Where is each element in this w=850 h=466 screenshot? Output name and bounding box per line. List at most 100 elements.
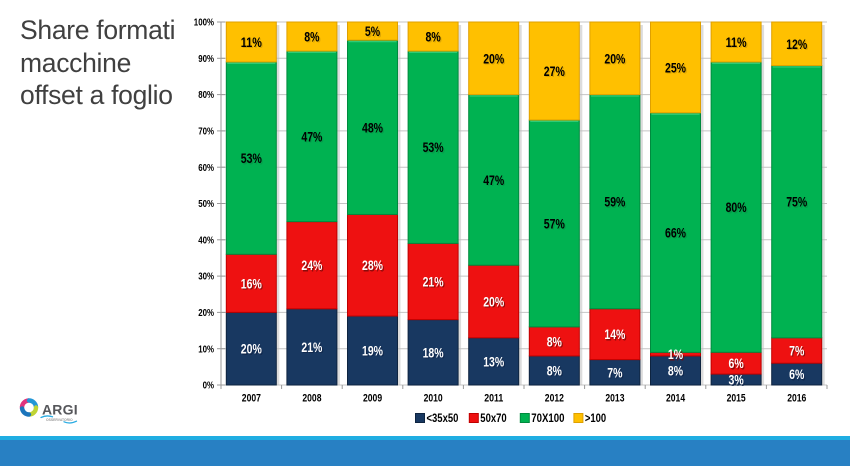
svg-text:6%: 6% <box>790 367 806 383</box>
svg-text:53%: 53% <box>242 151 263 167</box>
svg-text:7%: 7% <box>609 366 625 382</box>
svg-text:14%: 14% <box>606 327 627 343</box>
svg-text:47%: 47% <box>303 130 324 146</box>
svg-text:2014: 2014 <box>666 392 686 404</box>
svg-text:21%: 21% <box>303 340 324 356</box>
svg-text:27%: 27% <box>544 63 565 79</box>
svg-text:6%: 6% <box>730 356 746 372</box>
svg-text:2016: 2016 <box>787 392 806 404</box>
svg-text:12%: 12% <box>786 36 807 52</box>
svg-text:53%: 53% <box>424 140 445 156</box>
svg-text:20%: 20% <box>604 50 625 66</box>
svg-text:8%: 8% <box>304 29 320 45</box>
svg-text:2011: 2011 <box>484 392 503 404</box>
svg-text:1%: 1% <box>668 346 684 362</box>
svg-text:20%: 20% <box>241 341 262 357</box>
svg-text:75%: 75% <box>786 194 807 210</box>
svg-text:8%: 8% <box>669 364 685 380</box>
svg-text:3%: 3% <box>729 372 745 388</box>
svg-text:8%: 8% <box>547 333 563 349</box>
svg-text:20%: 20% <box>242 342 263 358</box>
svg-text:8%: 8% <box>548 364 564 380</box>
svg-text:11%: 11% <box>242 35 263 51</box>
svg-text:21%: 21% <box>424 275 445 291</box>
svg-text:>100: >100 <box>585 411 607 425</box>
svg-text:8%: 8% <box>427 30 443 46</box>
svg-text:24%: 24% <box>303 258 324 274</box>
svg-text:20%: 20% <box>198 308 214 319</box>
svg-text:12%: 12% <box>787 37 808 53</box>
svg-text:10%: 10% <box>198 344 214 355</box>
svg-text:80%: 80% <box>726 199 747 215</box>
svg-text:13%: 13% <box>483 353 504 369</box>
svg-text:11%: 11% <box>727 35 748 51</box>
svg-text:60%: 60% <box>198 163 214 174</box>
svg-text:53%: 53% <box>423 139 444 155</box>
svg-text:28%: 28% <box>363 258 384 274</box>
svg-text:6%: 6% <box>729 355 745 371</box>
svg-text:14%: 14% <box>604 326 625 342</box>
svg-text:18%: 18% <box>424 346 445 362</box>
svg-text:66%: 66% <box>665 225 686 241</box>
svg-text:7%: 7% <box>607 364 623 380</box>
svg-text:19%: 19% <box>363 344 384 360</box>
svg-text:70%: 70% <box>198 127 214 138</box>
svg-text:11%: 11% <box>241 34 262 50</box>
svg-text:28%: 28% <box>362 257 383 273</box>
svg-text:2015: 2015 <box>727 392 746 404</box>
svg-text:18%: 18% <box>423 344 444 360</box>
svg-text:100%: 100% <box>194 18 214 29</box>
svg-text:75%: 75% <box>787 195 808 211</box>
svg-text:0%: 0% <box>203 381 214 392</box>
svg-text:20%: 20% <box>483 50 504 66</box>
svg-text:8%: 8% <box>306 30 322 46</box>
svg-text:30%: 30% <box>198 272 214 283</box>
svg-text:16%: 16% <box>242 277 263 293</box>
svg-text:80%: 80% <box>727 200 748 216</box>
svg-text:70X100: 70X100 <box>531 411 564 425</box>
svg-text:90%: 90% <box>198 54 214 65</box>
svg-text:5%: 5% <box>366 24 382 40</box>
svg-text:50%: 50% <box>198 199 214 210</box>
svg-text:8%: 8% <box>548 335 564 351</box>
svg-text:57%: 57% <box>545 217 566 233</box>
svg-text:11%: 11% <box>726 34 747 50</box>
svg-text:20%: 20% <box>606 52 627 68</box>
svg-text:6%: 6% <box>789 366 805 382</box>
svg-text:66%: 66% <box>666 226 687 242</box>
svg-text:40%: 40% <box>198 235 214 246</box>
svg-text:19%: 19% <box>362 343 383 359</box>
svg-text:16%: 16% <box>241 275 262 291</box>
svg-text:21%: 21% <box>423 274 444 290</box>
svg-text:7%: 7% <box>790 344 806 360</box>
svg-text:2008: 2008 <box>302 392 321 404</box>
svg-text:1%: 1% <box>669 347 685 363</box>
svg-text:25%: 25% <box>666 61 687 77</box>
svg-text:25%: 25% <box>665 59 686 75</box>
svg-text:20%: 20% <box>484 295 505 311</box>
svg-text:2010: 2010 <box>424 392 443 404</box>
svg-text:48%: 48% <box>362 119 383 135</box>
svg-text:24%: 24% <box>301 257 322 273</box>
svg-text:47%: 47% <box>484 173 505 189</box>
svg-text:2012: 2012 <box>545 392 564 404</box>
svg-text:2009: 2009 <box>363 392 382 404</box>
svg-text:27%: 27% <box>545 64 566 80</box>
svg-text:48%: 48% <box>363 121 384 137</box>
svg-text:59%: 59% <box>606 195 627 211</box>
svg-text:<35x50: <35x50 <box>427 411 459 425</box>
svg-text:21%: 21% <box>301 339 322 355</box>
svg-text:8%: 8% <box>547 363 563 379</box>
svg-text:OSSERVATORIO: OSSERVATORIO <box>46 418 73 422</box>
svg-text:80%: 80% <box>198 90 214 101</box>
svg-text:53%: 53% <box>241 150 262 166</box>
svg-text:20%: 20% <box>483 294 504 310</box>
svg-text:20%: 20% <box>484 52 505 68</box>
svg-text:8%: 8% <box>426 29 442 45</box>
svg-text:2007: 2007 <box>242 392 261 404</box>
svg-text:47%: 47% <box>483 172 504 188</box>
svg-text:ARGI: ARGI <box>42 402 78 418</box>
svg-text:5%: 5% <box>365 23 381 39</box>
svg-text:57%: 57% <box>544 216 565 232</box>
svg-text:2013: 2013 <box>605 392 624 404</box>
